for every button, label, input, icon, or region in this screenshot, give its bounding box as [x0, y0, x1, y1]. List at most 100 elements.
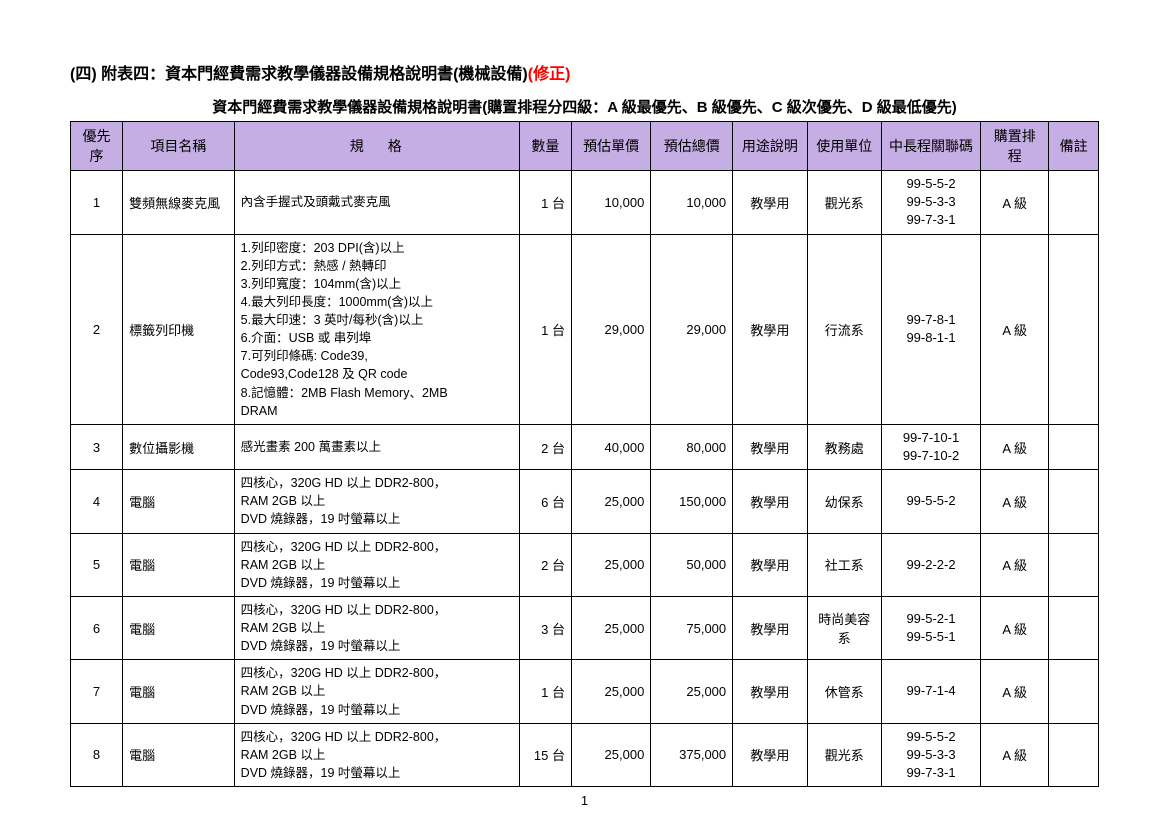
cell-purpose: 教學用	[733, 234, 807, 424]
col-header-qty: 數量	[519, 122, 571, 171]
cell-level: A 級	[981, 596, 1049, 659]
table-row: 2標籤列印機1.列印密度：203 DPI(含)以上2.列印方式：熱感 / 熱轉印…	[71, 234, 1099, 424]
col-header-purpose: 用途說明	[733, 122, 807, 171]
cell-total: 80,000	[651, 424, 733, 469]
cell-priority: 8	[71, 723, 123, 787]
cell-unit-price: 10,000	[571, 171, 650, 235]
cell-dept: 時尚美容系	[807, 596, 881, 659]
table-caption: 資本門經費需求教學儀器設備規格說明書(購置排程分四級：A 級最優先、B 級優先、…	[70, 96, 1099, 117]
cell-priority: 2	[71, 234, 123, 424]
cell-qty: 6 台	[519, 470, 571, 533]
document-title: (四) 附表四：資本門經費需求教學儀器設備規格說明書(機械設備)(修正)	[70, 60, 1099, 84]
cell-code: 99-2-2-2	[881, 533, 980, 596]
cell-purpose: 教學用	[733, 424, 807, 469]
table-row: 7電腦四核心，320G HD 以上 DDR2-800，RAM 2GB 以上DVD…	[71, 660, 1099, 723]
col-header-priority: 優先序	[71, 122, 123, 171]
cell-remark	[1049, 424, 1099, 469]
table-row: 3數位攝影機感光畫素 200 萬畫素以上2 台40,00080,000教學用教務…	[71, 424, 1099, 469]
cell-total: 75,000	[651, 596, 733, 659]
cell-spec: 1.列印密度：203 DPI(含)以上2.列印方式：熱感 / 熱轉印3.列印寬度…	[234, 234, 519, 424]
cell-priority: 4	[71, 470, 123, 533]
table-row: 5電腦四核心，320G HD 以上 DDR2-800，RAM 2GB 以上DVD…	[71, 533, 1099, 596]
cell-unit-price: 25,000	[571, 596, 650, 659]
cell-qty: 1 台	[519, 660, 571, 723]
cell-name: 標籤列印機	[123, 234, 235, 424]
cell-name: 雙頻無線麥克風	[123, 171, 235, 235]
cell-name: 電腦	[123, 660, 235, 723]
cell-purpose: 教學用	[733, 596, 807, 659]
cell-name: 電腦	[123, 723, 235, 787]
cell-qty: 15 台	[519, 723, 571, 787]
cell-code: 99-7-10-199-7-10-2	[881, 424, 980, 469]
cell-name: 電腦	[123, 533, 235, 596]
cell-unit-price: 25,000	[571, 533, 650, 596]
cell-unit-price: 25,000	[571, 470, 650, 533]
cell-name: 數位攝影機	[123, 424, 235, 469]
cell-dept: 休管系	[807, 660, 881, 723]
cell-priority: 1	[71, 171, 123, 235]
cell-remark	[1049, 660, 1099, 723]
col-header-name: 項目名稱	[123, 122, 235, 171]
cell-level: A 級	[981, 171, 1049, 235]
col-header-unit-price: 預估單價	[571, 122, 650, 171]
col-header-dept: 使用單位	[807, 122, 881, 171]
cell-purpose: 教學用	[733, 533, 807, 596]
cell-total: 25,000	[651, 660, 733, 723]
cell-dept: 行流系	[807, 234, 881, 424]
cell-purpose: 教學用	[733, 470, 807, 533]
cell-total: 375,000	[651, 723, 733, 787]
cell-spec: 四核心，320G HD 以上 DDR2-800，RAM 2GB 以上DVD 燒錄…	[234, 596, 519, 659]
cell-code: 99-7-8-199-8-1-1	[881, 234, 980, 424]
cell-dept: 幼保系	[807, 470, 881, 533]
cell-remark	[1049, 234, 1099, 424]
cell-remark	[1049, 533, 1099, 596]
equipment-table: 優先序 項目名稱 規格 數量 預估單價 預估總價 用途說明 使用單位 中長程關聯…	[70, 121, 1099, 787]
cell-spec: 四核心，320G HD 以上 DDR2-800，RAM 2GB 以上DVD 燒錄…	[234, 723, 519, 787]
page-number: 1	[70, 793, 1099, 808]
cell-dept: 社工系	[807, 533, 881, 596]
cell-remark	[1049, 470, 1099, 533]
cell-level: A 級	[981, 470, 1049, 533]
cell-remark	[1049, 723, 1099, 787]
cell-unit-price: 29,000	[571, 234, 650, 424]
cell-priority: 5	[71, 533, 123, 596]
cell-priority: 7	[71, 660, 123, 723]
title-correction: (修正)	[528, 66, 571, 83]
cell-spec: 內含手握式及頭戴式麥克風	[234, 171, 519, 235]
cell-spec: 四核心，320G HD 以上 DDR2-800，RAM 2GB 以上DVD 燒錄…	[234, 660, 519, 723]
col-header-remark: 備註	[1049, 122, 1099, 171]
cell-priority: 3	[71, 424, 123, 469]
cell-dept: 教務處	[807, 424, 881, 469]
table-header-row: 優先序 項目名稱 規格 數量 預估單價 預估總價 用途說明 使用單位 中長程關聯…	[71, 122, 1099, 171]
cell-level: A 級	[981, 660, 1049, 723]
cell-spec: 感光畫素 200 萬畫素以上	[234, 424, 519, 469]
cell-unit-price: 25,000	[571, 660, 650, 723]
col-header-spec: 規格	[234, 122, 519, 171]
cell-purpose: 教學用	[733, 660, 807, 723]
cell-code: 99-5-2-199-5-5-1	[881, 596, 980, 659]
cell-qty: 1 台	[519, 171, 571, 235]
cell-spec: 四核心，320G HD 以上 DDR2-800，RAM 2GB 以上DVD 燒錄…	[234, 533, 519, 596]
cell-code: 99-5-5-2	[881, 470, 980, 533]
col-header-code: 中長程關聯碼	[881, 122, 980, 171]
cell-code: 99-7-1-4	[881, 660, 980, 723]
table-row: 6電腦四核心，320G HD 以上 DDR2-800，RAM 2GB 以上DVD…	[71, 596, 1099, 659]
cell-qty: 1 台	[519, 234, 571, 424]
cell-level: A 級	[981, 234, 1049, 424]
cell-unit-price: 25,000	[571, 723, 650, 787]
cell-level: A 級	[981, 533, 1049, 596]
cell-name: 電腦	[123, 470, 235, 533]
cell-total: 29,000	[651, 234, 733, 424]
cell-purpose: 教學用	[733, 171, 807, 235]
col-header-total: 預估總價	[651, 122, 733, 171]
cell-unit-price: 40,000	[571, 424, 650, 469]
cell-total: 50,000	[651, 533, 733, 596]
table-row: 8電腦四核心，320G HD 以上 DDR2-800，RAM 2GB 以上DVD…	[71, 723, 1099, 787]
cell-qty: 2 台	[519, 533, 571, 596]
cell-remark	[1049, 171, 1099, 235]
cell-dept: 觀光系	[807, 171, 881, 235]
cell-dept: 觀光系	[807, 723, 881, 787]
table-row: 1雙頻無線麥克風內含手握式及頭戴式麥克風1 台10,00010,000教學用觀光…	[71, 171, 1099, 235]
cell-spec: 四核心，320G HD 以上 DDR2-800，RAM 2GB 以上DVD 燒錄…	[234, 470, 519, 533]
cell-level: A 級	[981, 723, 1049, 787]
